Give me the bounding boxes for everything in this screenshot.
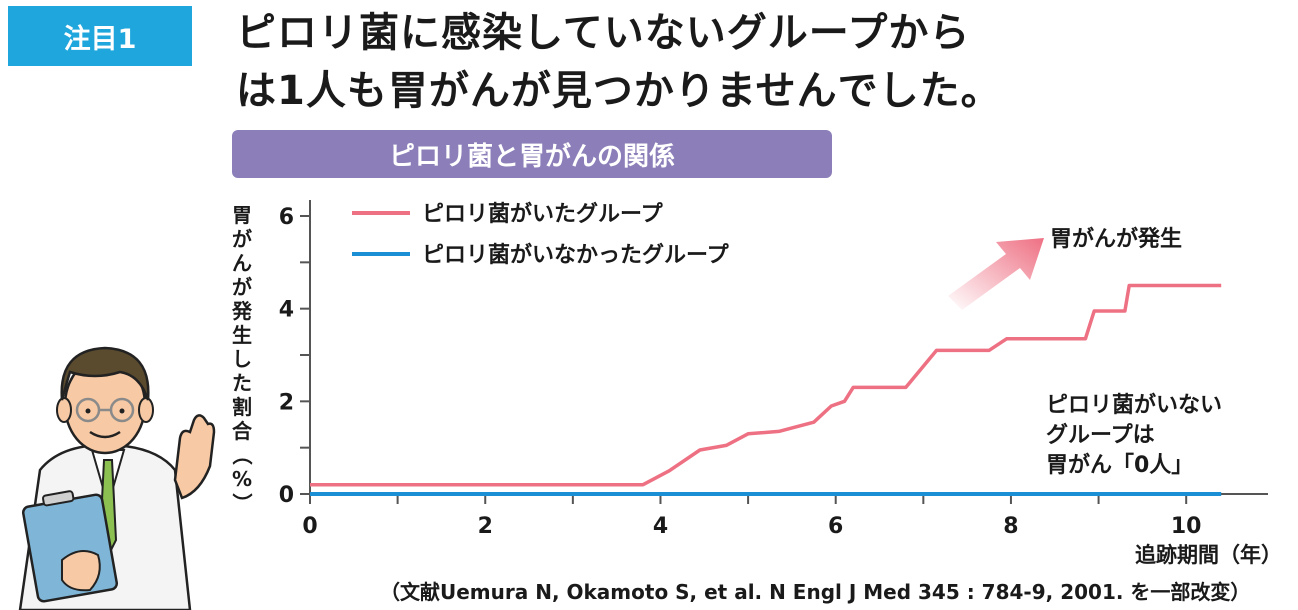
y-tick-label: 2 — [279, 390, 294, 415]
series-line-infected — [310, 283, 1222, 487]
y-axis-title-char: （ — [230, 445, 254, 465]
uninfected-note: ピロリ菌がいない グループは 胃がん「0人」 — [1046, 392, 1222, 478]
arrow-label: 胃がんが発生 — [1050, 226, 1182, 252]
x-tick-label: 10 — [1171, 514, 1202, 539]
headline-line-2: は1人も胃がんが見つかりませんでした。 — [236, 68, 1002, 114]
y-axis-title-char: 割 — [232, 395, 252, 419]
note-line-3: 胃がん「0人」 — [1046, 452, 1193, 478]
y-axis-title-char: 発 — [231, 299, 253, 323]
y-axis-title-char: 生 — [232, 323, 252, 347]
y-axis-title-char: ） — [230, 493, 254, 513]
y-tick-label: 6 — [279, 205, 294, 230]
note-line-1: ピロリ菌がいない — [1046, 392, 1222, 418]
x-tick-label: 0 — [302, 514, 317, 539]
y-axis-title-char: が — [232, 275, 252, 299]
y-axis-title-char: た — [232, 371, 252, 395]
note-line-2: グループは — [1046, 422, 1155, 448]
x-tick-label: 6 — [828, 514, 843, 539]
section-badge: 注目1 — [8, 6, 192, 66]
x-axis-title: 追跡期間（年） — [1135, 543, 1282, 567]
chart-title: ピロリ菌と胃がんの関係 — [232, 130, 832, 178]
doctor-illustration — [18, 346, 216, 610]
x-tick-label: 4 — [653, 514, 668, 539]
y-tick-label: 4 — [279, 298, 294, 323]
y-tick-label: 0 — [279, 483, 294, 508]
x-axis: 0 2 4 6 8 10 — [302, 493, 1268, 539]
legend-label-infected: ピロリ菌がいたグループ — [422, 201, 664, 227]
y-axis-title-char: し — [232, 347, 252, 371]
plot-area: 0 2 4 6 0 2 4 6 8 10 — [279, 200, 1268, 539]
headline: ピロリ菌に感染していないグループから は1人も胃がんが見つかりませんでした。 — [236, 4, 1002, 120]
y-axis-title-char: % — [232, 467, 252, 491]
legend-label-uninfected: ピロリ菌がいなかったグループ — [422, 242, 730, 268]
y-axis: 0 2 4 6 — [279, 200, 311, 508]
y-axis-title-char: ん — [232, 251, 252, 275]
series-group — [310, 283, 1222, 496]
y-axis-title-char: 胃 — [232, 203, 252, 227]
x-tick-label: 2 — [478, 514, 493, 539]
x-tick-label: 8 — [1003, 514, 1018, 539]
increase-arrow-annotation: 胃がんが発生 — [948, 226, 1182, 310]
source-citation: （文献Uemura N, Okamoto S, et al. N Engl J … — [380, 580, 1251, 604]
y-axis-title-char: 合 — [232, 419, 253, 443]
y-axis-title-char: が — [232, 227, 252, 251]
headline-line-1: ピロリ菌に感染していないグループから — [236, 10, 971, 56]
gradient-arrow-icon — [948, 238, 1044, 310]
legend: ピロリ菌がいたグループ ピロリ菌がいなかったグループ — [352, 201, 730, 268]
